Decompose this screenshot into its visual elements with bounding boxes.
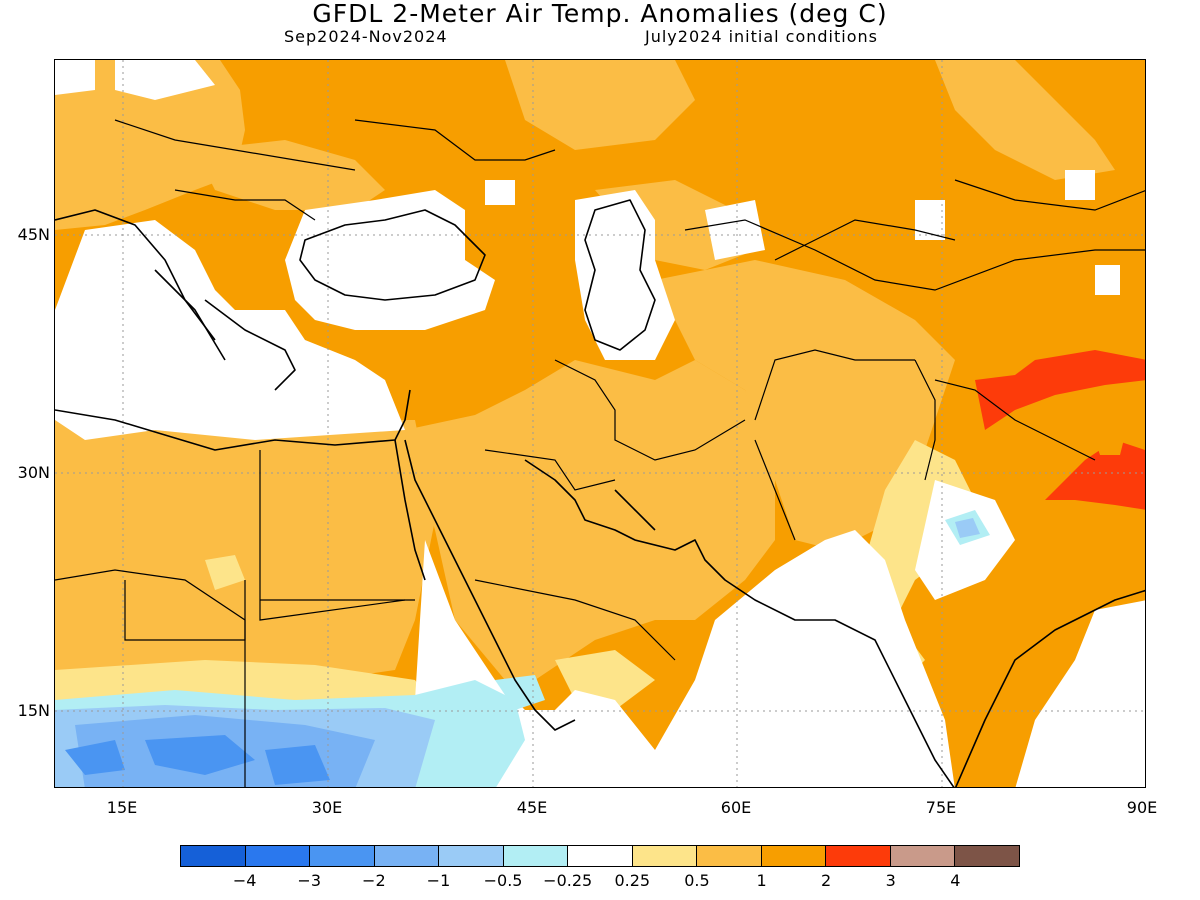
forecast-period: Sep2024-Nov2024 <box>284 27 448 46</box>
lon-label-75e: 75E <box>925 798 957 817</box>
color-bar-swatch <box>568 846 633 866</box>
lat-label-15n: 15N <box>17 701 50 720</box>
coastlines <box>55 199 1145 787</box>
color-bar-swatch <box>181 846 246 866</box>
color-bar-tick-label: 1 <box>756 871 767 890</box>
color-bar-swatch <box>697 846 762 866</box>
color-bar-tick-label: 3 <box>885 871 896 890</box>
color-bar-swatch <box>632 846 698 866</box>
lat-label-45n: 45N <box>17 225 50 244</box>
initial-conditions: July2024 initial conditions <box>645 27 878 46</box>
color-bar-swatch <box>890 846 956 866</box>
color-bar-tick-label: 2 <box>821 871 832 890</box>
map-canvas <box>55 60 1145 787</box>
color-bar-swatch <box>310 846 375 866</box>
country-borders <box>55 119 1145 787</box>
anomaly-band-2-3 <box>975 350 1145 510</box>
lon-label-30e: 30E <box>311 798 343 817</box>
color-bar-tick-label: 0.25 <box>614 871 651 890</box>
color-bar-tick-label: −0.25 <box>543 871 593 890</box>
lon-label-90e: 90E <box>1126 798 1158 817</box>
lon-label-15e: 15E <box>106 798 138 817</box>
lat-label-30n: 30N <box>17 463 50 482</box>
color-bar-tick-label: −0.5 <box>483 871 523 890</box>
color-bar-tick-label: −2 <box>362 871 386 890</box>
color-bar <box>180 845 1020 867</box>
color-bar-swatch <box>761 846 827 866</box>
color-bar-swatch <box>955 846 1019 866</box>
color-bar-tick-label: −1 <box>426 871 451 890</box>
color-bar-swatch <box>374 846 440 866</box>
graticule <box>55 60 1145 787</box>
color-bar-tick-label: 4 <box>950 871 961 890</box>
color-bar-swatch <box>439 846 504 866</box>
lon-label-60e: 60E <box>720 798 752 817</box>
color-bar-tick-label: −4 <box>232 871 257 890</box>
color-bar-swatch <box>245 846 311 866</box>
color-bar-tick-label: −3 <box>297 871 322 890</box>
anomaly-map <box>54 59 1146 788</box>
anomaly-band-0.5-1 <box>55 60 1115 710</box>
anomaly-band-neutral <box>55 60 1145 787</box>
color-bar-tick-label: 0.5 <box>684 871 710 890</box>
color-bar-swatch <box>826 846 891 866</box>
map-title: GFDL 2-Meter Air Temp. Anomalies (deg C) <box>312 0 888 28</box>
color-bar-swatch <box>503 846 569 866</box>
lon-label-45e: 45E <box>516 798 548 817</box>
